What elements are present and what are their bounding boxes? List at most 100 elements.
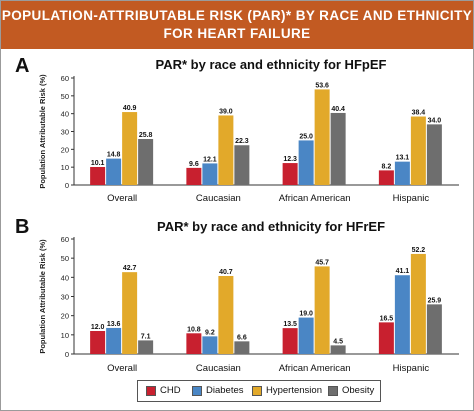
legend-item-diabetes: Diabetes: [192, 385, 244, 396]
chart-hfpef-bar-african-american-diabetes: [298, 140, 314, 185]
chart-hfref-data-label: 52.2: [412, 247, 426, 254]
chart-hfpef-data-label: 40.9: [123, 105, 137, 112]
chart-hfref-bar-overall-diabetes: [106, 327, 122, 354]
chart-hfpef-category-label-african-american: African American: [279, 193, 351, 204]
chart-hfpef-category-label-hispanic: Hispanic: [393, 193, 430, 204]
legend-swatch-hypertension: [252, 385, 262, 396]
chart-hfpef-bar-overall-diabetes: [106, 158, 122, 185]
chart-hfref-data-label: 6.6: [237, 334, 247, 341]
legend-item-obesity: Obesity: [328, 385, 374, 396]
chart-hfpef-category-label-caucasian: Caucasian: [196, 193, 241, 204]
panel-letter-b: B: [15, 216, 30, 238]
chart-hfref-bar-caucasian-chd: [186, 333, 202, 354]
chart-hfpef-bar-overall-hypertension: [122, 112, 138, 185]
chart-hfpef-y-tick-label: 50: [61, 92, 69, 101]
chart-hfref-bar-overall-chd: [90, 331, 106, 354]
chart-title-hfref: PAR* by race and ethnicity for HFrEF: [156, 219, 386, 234]
chart-hfpef-y-axis-title: Population Attributable Risk (%): [38, 74, 47, 189]
chart-hfpef-data-label: 25.8: [139, 132, 153, 139]
legend-label-hypertension: Hypertension: [266, 385, 322, 396]
header-title-line1: POPULATION-ATTRIBUTABLE RISK (PAR)* BY R…: [1, 8, 473, 23]
chart-hfpef-bar-overall-chd: [90, 166, 106, 185]
chart-hfpef-bar-african-american-chd: [282, 163, 298, 185]
chart-hfpef-y-tick-label: 0: [65, 181, 69, 190]
chart-hfref-bar-african-american-diabetes: [298, 317, 314, 354]
chart-hfref-y-tick-label: 60: [61, 235, 69, 244]
chart-hfpef-bar-hispanic-hypertension: [410, 116, 426, 185]
chart-hfpef-bar-hispanic-obesity: [426, 124, 442, 185]
chart-hfpef-data-label: 12.1: [203, 156, 217, 163]
chart-hfpef-data-label: 38.4: [412, 110, 426, 117]
chart-hfref-data-label: 16.5: [380, 315, 394, 322]
chart-hfref-y-tick-label: 50: [61, 254, 69, 263]
chart-hfref-y-tick-label: 30: [61, 293, 69, 302]
chart-hfpef-data-label: 14.8: [107, 152, 121, 159]
chart-hfpef-data-label: 40.4: [331, 106, 345, 113]
chart-hfref-data-label: 13.5: [283, 321, 297, 328]
figure-header: POPULATION-ATTRIBUTABLE RISK (PAR)* BY R…: [1, 1, 473, 49]
chart-hfpef-bar-caucasian-obesity: [234, 145, 250, 185]
chart-hfpef-data-label: 53.6: [315, 82, 329, 89]
chart-hfref-category-label-hispanic: Hispanic: [393, 363, 430, 374]
chart-hfref-data-label: 40.7: [219, 269, 233, 276]
chart-hfref-data-label: 7.1: [141, 333, 151, 340]
chart-hfref-bar-caucasian-diabetes: [202, 336, 218, 354]
chart-hfref-bar-caucasian-obesity: [234, 341, 250, 354]
chart-hfref-bar-african-american-obesity: [330, 345, 346, 354]
chart-hfref-data-label: 41.1: [396, 268, 410, 275]
chart-hfref-data-label: 13.6: [107, 321, 121, 328]
chart-hfref-data-label: 42.7: [123, 265, 137, 272]
chart-hfpef-data-label: 22.3: [235, 138, 249, 145]
chart-hfpef-category-label-overall: Overall: [107, 193, 137, 204]
chart-hfref-y-tick-label: 10: [61, 331, 69, 340]
chart-hfref-bar-overall-obesity: [138, 340, 154, 354]
chart-legend: CHD Diabetes Hypertension Obesity: [137, 380, 381, 402]
legend-label-diabetes: Diabetes: [206, 385, 244, 396]
chart-title-hfpef: PAR* by race and ethnicity for HFpEF: [155, 57, 387, 72]
chart-hfref-bar-overall-hypertension: [122, 272, 138, 354]
chart-hfpef-bar-hispanic-chd: [378, 170, 394, 185]
chart-hfref-y-axis-title: Population Attributable Risk (%): [38, 239, 47, 354]
chart-hfpef-data-label: 25.0: [299, 133, 313, 140]
chart-hfpef-bar-caucasian-diabetes: [202, 163, 218, 185]
chart-hfref-y-tick-label: 40: [61, 273, 69, 282]
panel-letter-a: A: [15, 55, 30, 77]
chart-hfref-bar-african-american-chd: [282, 328, 298, 354]
chart-hfpef-bar-hispanic-diabetes: [394, 161, 410, 185]
legend-label-chd: CHD: [160, 385, 181, 396]
chart-hfref-data-label: 9.2: [205, 329, 215, 336]
chart-hfref-data-label: 4.5: [333, 338, 343, 345]
chart-hfref-category-label-caucasian: Caucasian: [196, 363, 241, 374]
legend-swatch-diabetes: [192, 385, 202, 396]
chart-hfref-data-label: 25.9: [428, 297, 442, 304]
legend-item-hypertension: Hypertension: [252, 385, 322, 396]
chart-hfpef-data-label: 39.0: [219, 108, 233, 115]
chart-hfref-bar-hispanic-chd: [378, 322, 394, 354]
legend-swatch-chd: [146, 385, 156, 396]
chart-hfpef-y-tick-label: 60: [61, 74, 69, 83]
chart-hfpef-bar-african-american-hypertension: [314, 89, 330, 185]
chart-hfpef-data-label: 34.0: [428, 117, 442, 124]
chart-hfref-y-tick-label: 0: [65, 350, 69, 359]
chart-hfpef-data-label: 8.2: [382, 163, 392, 170]
chart-hfref-bar-hispanic-obesity: [426, 304, 442, 354]
header-title-line2: FOR HEART FAILURE: [163, 26, 311, 41]
chart-hfpef-bar-african-american-obesity: [330, 112, 346, 185]
chart-hfref-bar-african-american-hypertension: [314, 266, 330, 354]
chart-hfref-y-tick-label: 20: [61, 312, 69, 321]
chart-hfpef-data-label: 9.6: [189, 161, 199, 168]
legend-swatch-obesity: [328, 385, 338, 396]
chart-hfref-data-label: 10.8: [187, 326, 201, 333]
chart-hfref-bar-caucasian-hypertension: [218, 275, 234, 354]
chart-hfref-category-label-overall: Overall: [107, 363, 137, 374]
chart-hfref-data-label: 12.0: [91, 324, 105, 331]
chart-hfref-data-label: 45.7: [315, 259, 329, 266]
legend-label-obesity: Obesity: [342, 385, 375, 396]
chart-hfpef-bar-overall-obesity: [138, 138, 154, 185]
chart-hfpef-y-tick-label: 20: [61, 145, 69, 154]
chart-hfpef-data-label: 12.3: [283, 156, 297, 163]
chart-hfpef-y-tick-label: 10: [61, 163, 69, 172]
chart-hfpef-y-tick-label: 40: [61, 110, 69, 119]
chart-hfref-category-label-african-american: African American: [279, 363, 351, 374]
